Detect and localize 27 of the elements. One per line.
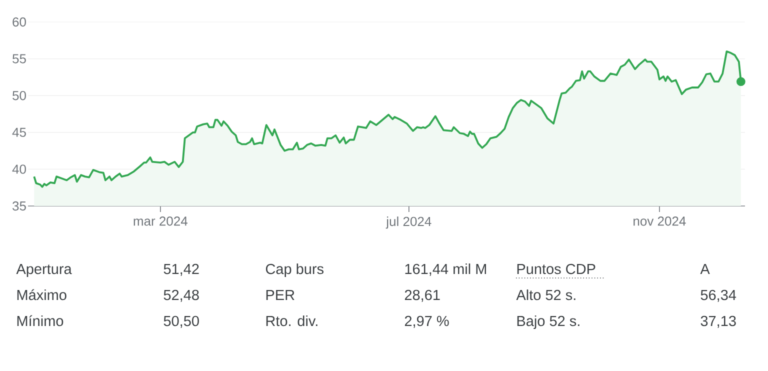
text: A bbox=[700, 264, 710, 274]
text: 28,61 bbox=[404, 290, 440, 302]
y-tick-label: 45 bbox=[12, 128, 26, 137]
text: 51,42 bbox=[164, 264, 199, 276]
y-tick-label: 50 bbox=[12, 90, 26, 100]
text: Cap burs bbox=[266, 263, 324, 277]
text: 37,13 bbox=[700, 316, 736, 328]
text: Apertura bbox=[16, 264, 72, 277]
y-tick-label: 40 bbox=[12, 164, 26, 174]
text: Bajo 52 s. bbox=[517, 315, 580, 329]
y-tick-label: 35 bbox=[12, 201, 26, 211]
y-tick-label: 55 bbox=[12, 54, 26, 64]
x-tick-label: nov 2024 bbox=[634, 216, 686, 226]
text: Puntos CDP bbox=[517, 264, 596, 274]
text: 50,50 bbox=[164, 316, 199, 328]
text: Mínimo bbox=[17, 315, 64, 326]
text: Máximo bbox=[17, 289, 66, 300]
text: 52,48 bbox=[164, 290, 199, 302]
text: PER bbox=[266, 290, 294, 300]
x-tick-label: mar 2024 bbox=[134, 216, 188, 226]
y-tick-label: 60 bbox=[12, 17, 26, 27]
text: Alto 52 s. bbox=[516, 289, 576, 300]
text: 2,97 % bbox=[404, 316, 449, 328]
x-tick-label: jul 2024 bbox=[386, 216, 432, 229]
text: Rto. div. bbox=[266, 315, 318, 326]
text: 56,34 bbox=[700, 290, 736, 302]
text: 161,44 mil M bbox=[405, 263, 486, 276]
